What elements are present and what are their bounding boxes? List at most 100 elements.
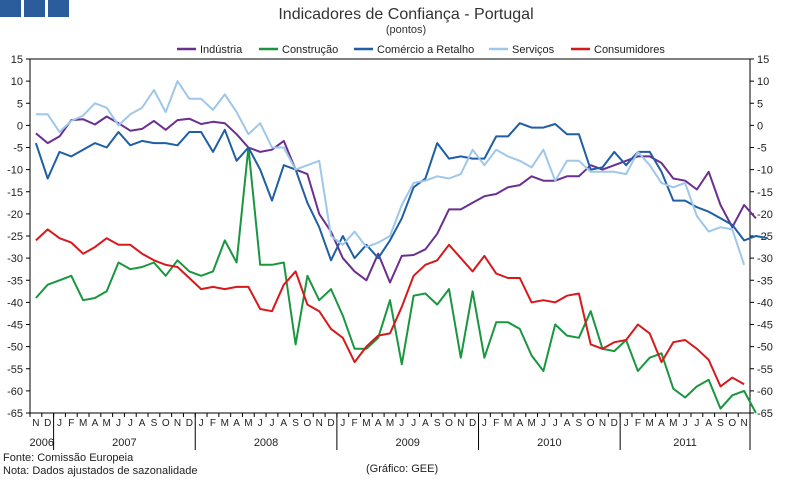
- month-label: S: [717, 418, 724, 429]
- source-note: Fonte: Comissão Europeia: [3, 452, 134, 464]
- y-tick-label: 15: [757, 54, 769, 66]
- legend-label-servicos: Serviços: [512, 44, 555, 56]
- y-tick-label: -45: [7, 320, 23, 332]
- series-lines: [34, 80, 768, 414]
- legend: Indústria Construção Comércio a Retalho Ser…: [177, 44, 665, 56]
- month-label: O: [445, 418, 453, 429]
- month-label: J: [624, 418, 629, 429]
- month-label: A: [233, 418, 240, 429]
- month-label: A: [375, 418, 382, 429]
- series-line-construcao: [35, 146, 757, 414]
- series-line-servicos: [35, 80, 746, 266]
- month-label: J: [399, 418, 404, 429]
- month-label: J: [541, 418, 546, 429]
- y-tick-label: -20: [7, 209, 23, 221]
- y-axis-left: 15 10 5 0 -5 -10 -15 -20 -25 -30 -35 -40 -45 -50 -55 -6…: [7, 54, 30, 420]
- month-label: J: [199, 418, 204, 429]
- month-label: F: [210, 418, 216, 429]
- year-label: 2006: [30, 437, 54, 449]
- y-axis-right: 151050-5-10-15-20-25-30-35-40-45-50-55-6…: [750, 54, 773, 420]
- y-tick-label: -45: [757, 320, 773, 332]
- y-tick-label: -20: [757, 209, 773, 221]
- month-label: M: [386, 418, 394, 429]
- y-tick-label: -35: [757, 275, 773, 287]
- y-tick-label: -15: [757, 187, 773, 199]
- month-label: A: [139, 418, 146, 429]
- year-label: 2007: [112, 437, 136, 449]
- logo-square: [0, 0, 21, 17]
- month-label: M: [79, 418, 87, 429]
- y-tick-label: -60: [7, 386, 23, 398]
- chart-title: Indicadores de Confiança - Portugal: [278, 6, 533, 23]
- y-tick-label: 5: [17, 98, 23, 110]
- y-tick-label: -5: [13, 143, 23, 155]
- legend-label-comercio-a-retalho: Comércio a Retalho: [377, 44, 474, 56]
- month-label: A: [564, 418, 571, 429]
- month-label: N: [32, 418, 39, 429]
- month-label: O: [587, 418, 595, 429]
- y-tick-label: 0: [757, 120, 763, 132]
- month-label: S: [576, 418, 583, 429]
- month-label: D: [186, 418, 193, 429]
- month-label: M: [646, 418, 654, 429]
- month-label: A: [705, 418, 712, 429]
- y-tick-label: -40: [7, 297, 23, 309]
- month-label: J: [553, 418, 558, 429]
- month-label: M: [527, 418, 535, 429]
- logo-square: [24, 0, 45, 17]
- y-tick-label: -50: [7, 342, 23, 354]
- logo-square: [48, 0, 69, 17]
- month-label: D: [611, 418, 618, 429]
- series-line-consumidores: [35, 228, 745, 388]
- month-label: F: [493, 418, 499, 429]
- month-label: M: [504, 418, 512, 429]
- y-tick-label: -30: [757, 253, 773, 265]
- month-label: F: [68, 418, 74, 429]
- y-tick-label: 0: [17, 120, 23, 132]
- month-label: O: [303, 418, 311, 429]
- y-tick-label: -5: [757, 143, 767, 155]
- y-tick-label: 5: [757, 98, 763, 110]
- legend-label-industria: Indústria: [200, 44, 243, 56]
- month-label: J: [57, 418, 62, 429]
- month-label: D: [327, 418, 334, 429]
- month-label: J: [411, 418, 416, 429]
- month-label: S: [151, 418, 158, 429]
- year-label: 2009: [395, 437, 419, 449]
- month-label: M: [244, 418, 252, 429]
- month-label: N: [174, 418, 181, 429]
- y-tick-label: -55: [757, 364, 773, 376]
- y-tick-label: -30: [7, 253, 23, 265]
- month-label: M: [669, 418, 677, 429]
- chart-subtitle: (pontos): [386, 24, 426, 36]
- legend-label-consumidores: Consumidores: [594, 44, 665, 56]
- y-tick-label: -35: [7, 275, 23, 287]
- adjustment-note: Nota: Dados ajustados de sazonalidade: [3, 465, 197, 477]
- month-label: M: [103, 418, 111, 429]
- month-label: S: [292, 418, 299, 429]
- month-label: O: [162, 418, 170, 429]
- month-label: J: [269, 418, 274, 429]
- month-label: A: [517, 418, 524, 429]
- y-tick-label: 10: [11, 76, 23, 88]
- y-tick-label: -65: [757, 408, 773, 420]
- chart-credit: (Gráfico: GEE): [366, 463, 438, 475]
- year-label: 2010: [537, 437, 561, 449]
- y-tick-label: -65: [7, 408, 23, 420]
- month-label: O: [728, 418, 736, 429]
- year-label: 2008: [254, 437, 278, 449]
- month-label: N: [316, 418, 323, 429]
- y-tick-label: -60: [757, 386, 773, 398]
- month-label: J: [116, 418, 121, 429]
- y-tick-label: -10: [757, 165, 773, 177]
- month-label: J: [258, 418, 263, 429]
- month-label: J: [683, 418, 688, 429]
- month-label: F: [635, 418, 641, 429]
- y-tick-label: -50: [757, 342, 773, 354]
- month-label: D: [44, 418, 51, 429]
- y-tick-label: -15: [7, 187, 23, 199]
- y-tick-label: 15: [11, 54, 23, 66]
- logo: [0, 0, 69, 17]
- month-label: N: [740, 418, 747, 429]
